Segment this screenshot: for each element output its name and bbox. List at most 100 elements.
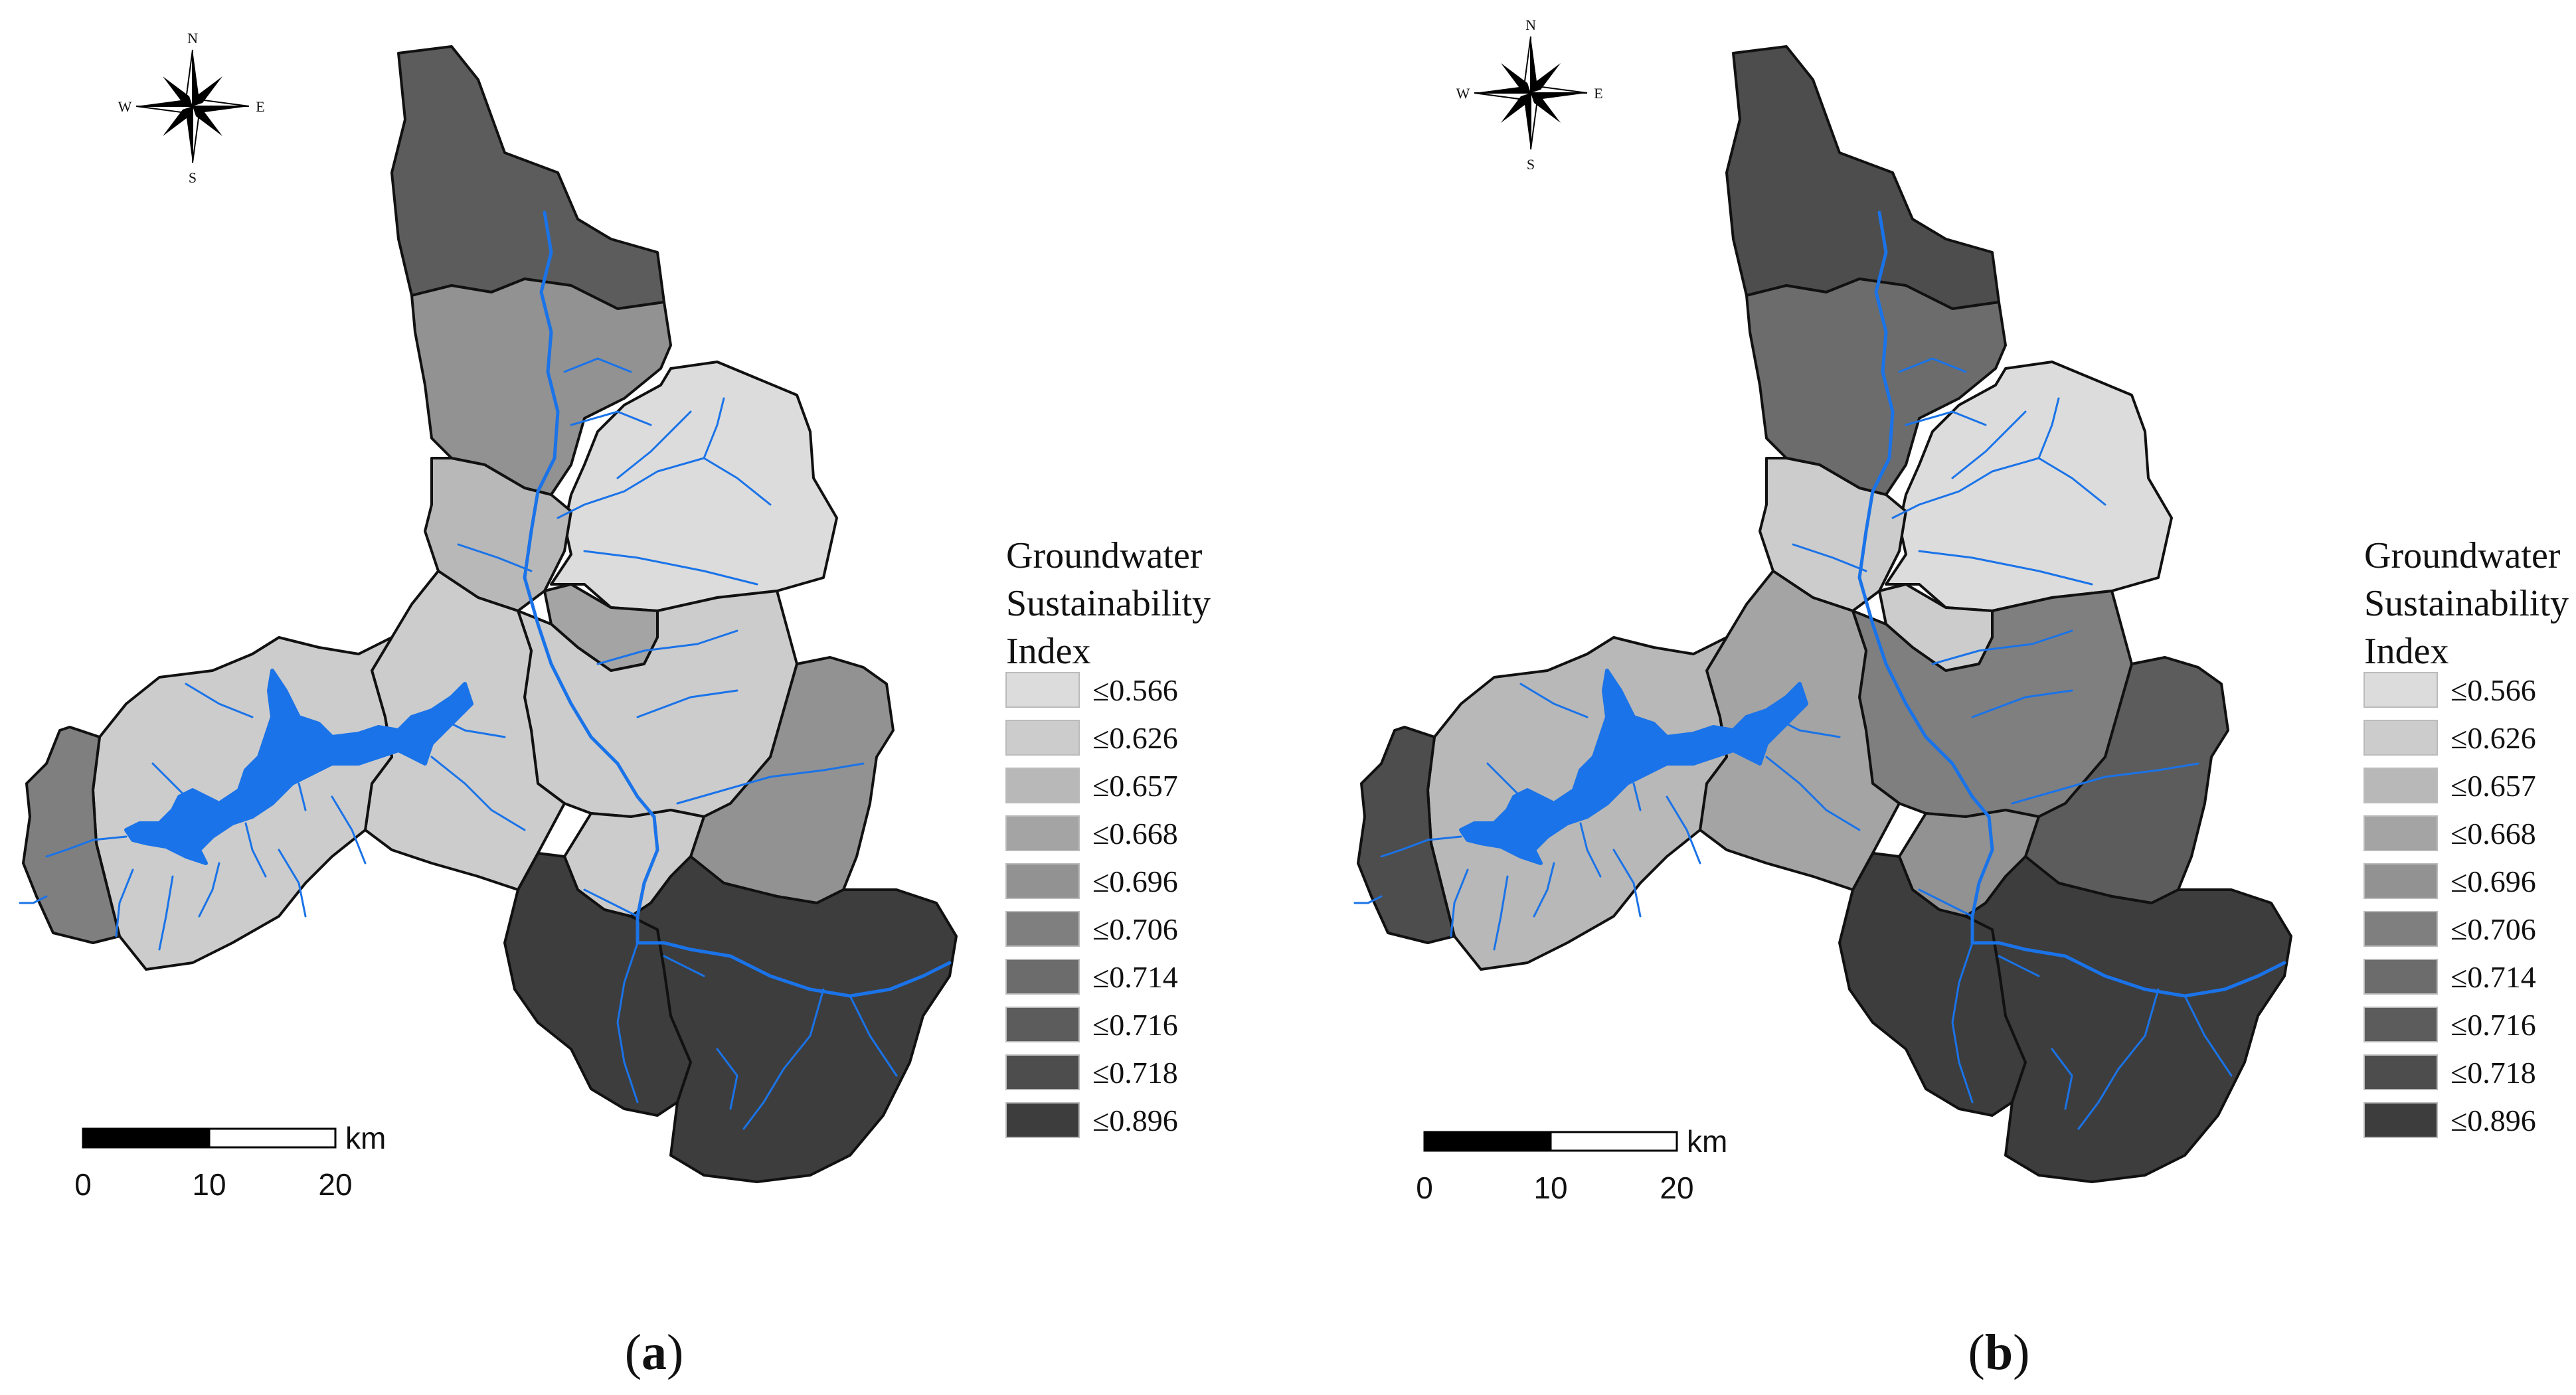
panel-label-a: (a)	[625, 1325, 684, 1380]
river	[596, 629, 738, 665]
river	[583, 888, 639, 918]
river	[1971, 689, 2073, 718]
compass-south-label: S	[1527, 156, 1535, 173]
legend-swatch	[1005, 911, 1080, 947]
scale-bar: km 0 10 20	[74, 1121, 386, 1202]
compass-east-label: E	[1594, 85, 1602, 102]
legend-label: ≤0.716	[2450, 1008, 2536, 1042]
legend-label: ≤0.714	[1092, 960, 1178, 994]
river	[2037, 397, 2060, 459]
river	[1998, 955, 2040, 977]
legend-label: ≤0.657	[2450, 769, 2536, 803]
river	[523, 210, 659, 945]
legend-swatch	[1005, 672, 1080, 708]
subbasin-north-mid	[1745, 278, 2007, 496]
legend-label: ≤0.714	[2450, 960, 2536, 994]
legend-swatch	[2363, 1102, 2438, 1138]
scale-tick-10: 10	[192, 1167, 226, 1202]
subbasin-north	[390, 45, 665, 310]
legend-swatch	[1005, 1054, 1080, 1090]
legend: Groundwater Sustainability Index≤0.566 ≤0.6…	[1005, 535, 1211, 1138]
river	[1579, 822, 1602, 878]
river	[557, 457, 772, 519]
legend-title-line: Groundwater	[1006, 535, 1203, 576]
river	[2077, 988, 2160, 1130]
watershed-map	[1353, 45, 2292, 1183]
compass-west-label: W	[1456, 85, 1470, 102]
legend-swatch	[1005, 720, 1080, 756]
river	[278, 849, 307, 918]
watershed-map	[19, 45, 958, 1183]
river	[676, 762, 865, 805]
river	[1918, 888, 1974, 918]
river	[616, 410, 692, 479]
legend-label: ≤0.696	[1092, 864, 1178, 898]
compass-rose: N S E W	[1456, 17, 1603, 173]
scale-tick-0: 0	[1416, 1171, 1433, 1205]
panel-label-b: (b)	[1968, 1325, 2030, 1380]
river	[1612, 849, 1642, 918]
river	[1898, 357, 1967, 373]
scale-unit: km	[1687, 1124, 1727, 1159]
compass-rose: N S E W	[118, 30, 265, 186]
legend-label: ≤0.718	[1092, 1056, 1178, 1090]
river	[1792, 543, 1867, 572]
river	[1533, 862, 1555, 918]
river	[1486, 762, 1522, 798]
legend-swatch	[2363, 720, 2438, 756]
river	[636, 689, 738, 718]
river	[663, 955, 705, 977]
legend-swatch	[1005, 863, 1080, 899]
river	[570, 410, 652, 426]
legend-label: ≤0.706	[2450, 912, 2536, 946]
scale-tick-10: 10	[1533, 1171, 1567, 1205]
scale-tick-20: 20	[1660, 1171, 1693, 1205]
river	[703, 397, 725, 459]
reservoir	[124, 669, 473, 865]
legend-label: ≤0.626	[2450, 721, 2536, 755]
subbasin-far-west	[1357, 726, 1456, 944]
river	[457, 543, 533, 572]
river	[1918, 550, 2093, 586]
river	[1353, 895, 1383, 904]
river	[1519, 683, 1589, 718]
legend-title-line: Index	[2364, 631, 2449, 672]
legend-label: ≤0.718	[2450, 1056, 2536, 1090]
legend-label: ≤0.626	[1092, 721, 1178, 755]
river	[1951, 410, 2027, 479]
scale-bar: km 0 10 20	[1416, 1124, 1727, 1205]
river	[2184, 995, 2233, 1077]
river	[1951, 942, 1974, 1104]
compass-south-label: S	[189, 169, 197, 186]
river	[716, 1048, 738, 1110]
legend-swatch	[2363, 768, 2438, 803]
compass-west-label: W	[118, 98, 132, 115]
river	[19, 895, 48, 904]
river	[616, 942, 639, 1104]
legend-title-line: Sustainability	[1006, 583, 1211, 624]
subbasin-south-right	[630, 855, 958, 1183]
legend-swatch	[2363, 1007, 2438, 1042]
legend-swatch	[1005, 768, 1080, 803]
legend-swatch	[2363, 863, 2438, 899]
legend-label: ≤0.696	[2450, 864, 2536, 898]
reservoir	[1459, 669, 1808, 865]
river	[1857, 210, 1994, 945]
river	[1450, 868, 1469, 938]
scale-tick-0: 0	[74, 1167, 92, 1202]
legend-swatch	[2363, 815, 2438, 851]
legend-label: ≤0.706	[1092, 912, 1178, 946]
river	[1380, 835, 1462, 858]
subbasin-north	[1725, 45, 2000, 310]
river	[1493, 875, 1509, 951]
compass-north-label: N	[187, 30, 198, 46]
map-panel-b: N S E W km 0 10 20 Groundwater Sustainabi…	[1353, 17, 2569, 1380]
legend-swatch	[2363, 911, 2438, 947]
river	[185, 683, 254, 718]
river	[2051, 1048, 2073, 1110]
river	[1765, 756, 1861, 831]
legend-label: ≤0.668	[1092, 817, 1178, 851]
legend-swatch	[1005, 1007, 1080, 1042]
legend-swatch	[2363, 959, 2438, 995]
